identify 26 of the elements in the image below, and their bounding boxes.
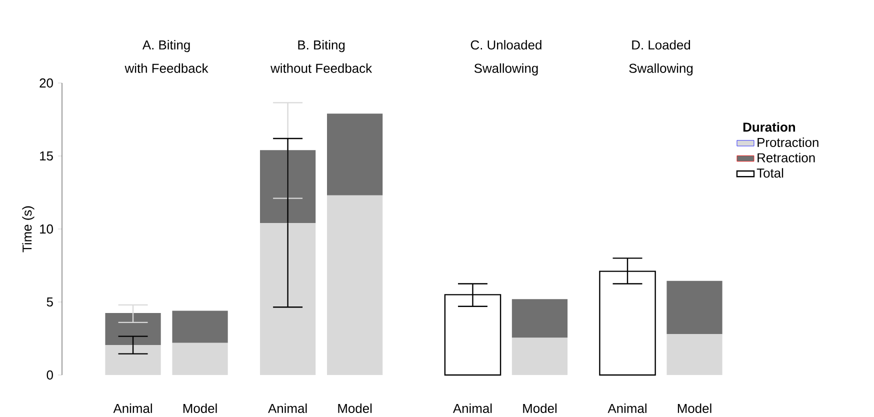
- x-tick-label: Animal: [452, 403, 492, 413]
- x-tick-label: Model: [678, 403, 712, 413]
- y-axis-title: Time (s): [22, 206, 34, 252]
- legend-label: Total: [756, 168, 784, 178]
- text: Swallowing: [629, 63, 693, 76]
- x-tick-label: Animal: [608, 403, 646, 413]
- y-tick-label: 15: [40, 151, 53, 160]
- y-tick-label: 20: [40, 78, 53, 88]
- text: without Feedback: [270, 63, 372, 73]
- x-tick-label: Model: [523, 403, 556, 413]
- text: with Feedback: [124, 63, 208, 73]
- x-tick-label: Model: [338, 403, 372, 413]
- y-tick-label: 10: [40, 224, 53, 234]
- text: C. Unloaded: [470, 40, 542, 50]
- legend-label: Retraction: [758, 152, 815, 162]
- text: Swallowing: [474, 63, 538, 76]
- legend-label: Protraction: [758, 137, 818, 147]
- x-tick-label: Model: [183, 403, 217, 413]
- text: D. Loaded: [632, 40, 690, 50]
- x-tick-label: Animal: [268, 403, 307, 413]
- text: A. Biting: [142, 40, 190, 52]
- x-tick-label: Animal: [113, 403, 152, 413]
- y-tick-label: 0: [46, 370, 53, 380]
- legend-title: Duration: [743, 122, 796, 132]
- y-tick-label: 5: [46, 297, 53, 306]
- text: B. Biting: [298, 40, 345, 52]
